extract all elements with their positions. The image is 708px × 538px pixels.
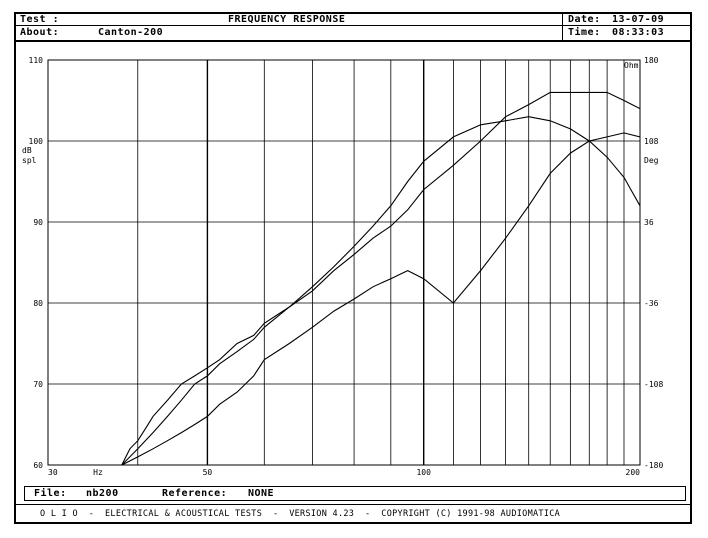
header-date-separator bbox=[562, 14, 563, 40]
y-tick-label: 80 bbox=[33, 299, 43, 308]
header-divider bbox=[16, 25, 690, 26]
test-label: Test : bbox=[20, 14, 60, 25]
x-tick-label: 200 bbox=[626, 468, 641, 477]
y2-tick-label: -108 bbox=[644, 380, 663, 389]
x-tick-label: 30 bbox=[48, 468, 58, 477]
reference-value: NONE bbox=[248, 488, 275, 499]
y-tick-label: 70 bbox=[33, 380, 43, 389]
x-tick-label: Hz bbox=[93, 468, 103, 477]
y-axis-label: dB bbox=[22, 146, 32, 155]
product-line: O L I O - ELECTRICAL & ACOUSTICAL TESTS … bbox=[40, 509, 561, 519]
date-label: Date: bbox=[568, 14, 601, 25]
file-value: nb200 bbox=[86, 488, 119, 499]
footer-divider bbox=[16, 504, 690, 505]
chart-curves bbox=[121, 91, 641, 466]
y-axis-label: spl bbox=[22, 156, 37, 165]
reference-label: Reference: bbox=[162, 488, 228, 499]
y2-axis-label: Deg bbox=[644, 156, 659, 165]
series-line bbox=[121, 132, 641, 466]
file-info-box bbox=[24, 486, 686, 501]
file-label: File: bbox=[34, 488, 67, 499]
y2-tick-label: -36 bbox=[644, 299, 659, 308]
y2-tick-label: 180 bbox=[644, 56, 659, 65]
y-tick-label: 60 bbox=[33, 461, 43, 470]
time-value: 08:33:03 bbox=[612, 27, 665, 38]
about-label: About: bbox=[20, 27, 60, 38]
date-value: 13-07-09 bbox=[612, 14, 665, 25]
page-title: FREQUENCY RESPONSE bbox=[228, 14, 346, 25]
ohm-label: Ohm bbox=[624, 61, 639, 70]
y2-tick-label: -180 bbox=[644, 461, 663, 470]
y-tick-label: 100 bbox=[29, 137, 44, 146]
y-tick-label: 90 bbox=[33, 218, 43, 227]
about-value: Canton-200 bbox=[98, 27, 164, 38]
y2-tick-label: 36 bbox=[644, 218, 654, 227]
plot-border bbox=[47, 59, 641, 466]
x-tick-label: 100 bbox=[416, 468, 431, 477]
series-line bbox=[121, 91, 641, 466]
series-line bbox=[121, 116, 641, 466]
time-label: Time: bbox=[568, 27, 601, 38]
window-frame bbox=[14, 12, 692, 524]
y2-tick-label: 108 bbox=[644, 137, 659, 146]
x-tick-label: 50 bbox=[203, 468, 213, 477]
chart-grid bbox=[47, 59, 641, 466]
y-tick-label: 110 bbox=[29, 56, 44, 65]
header-bottom-border bbox=[16, 40, 690, 42]
